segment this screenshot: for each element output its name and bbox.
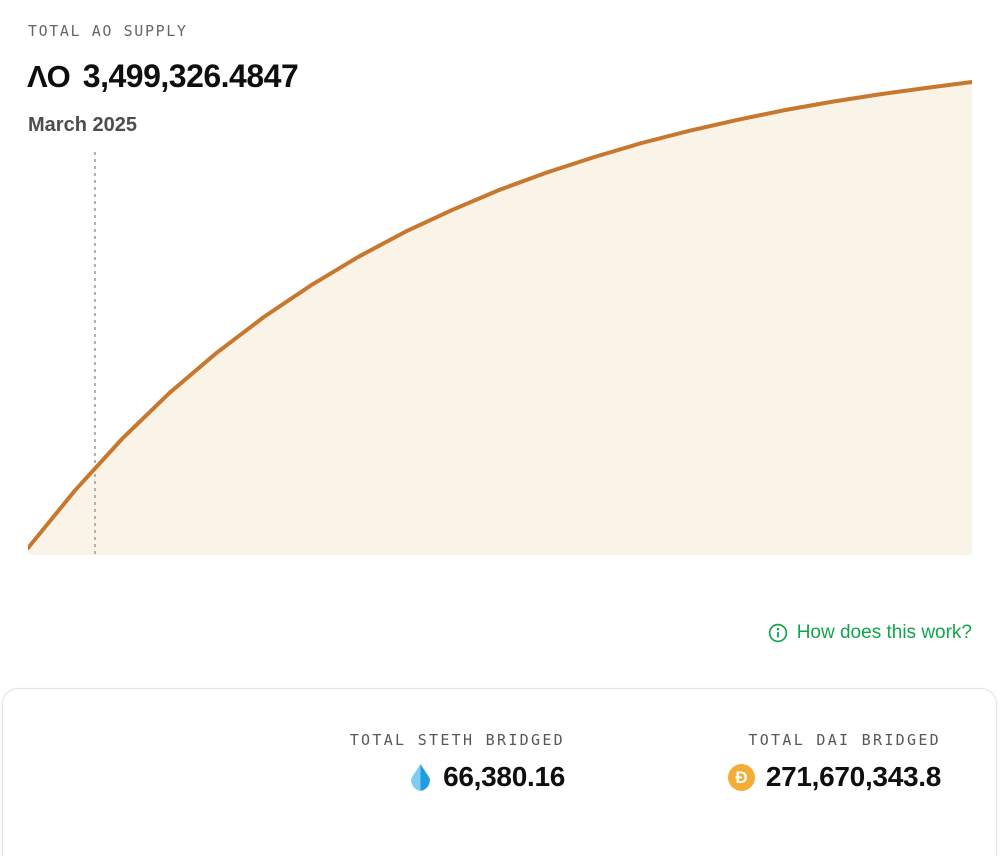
total-supply-label: TOTAL AO SUPPLY xyxy=(28,22,188,40)
total-supply-value-row: ΛO 3,499,326.4847 xyxy=(27,58,299,95)
info-icon xyxy=(768,623,787,643)
steth-bridged-stat: TOTAL STETH BRIDGED 66,380.16 xyxy=(349,731,566,793)
supply-chart[interactable] xyxy=(28,75,972,555)
dai-bridged-value: 271,670,343.8 xyxy=(765,761,941,792)
ao-logo: ΛO xyxy=(27,58,71,94)
chart-date-label: March 2025 xyxy=(28,114,137,136)
how-link-label: How does this work? xyxy=(796,622,972,643)
supply-curve-svg xyxy=(28,80,972,555)
dai-bridged-label: TOTAL DAI BRIDGED xyxy=(748,731,941,749)
steth-bridged-label: TOTAL STETH BRIDGED xyxy=(349,731,565,749)
dai-bridged-value-row: Đ 271,670,343.8 xyxy=(727,761,941,793)
steth-bridged-value-row: 66,380.16 xyxy=(409,761,565,793)
total-supply-value: 3,499,326.4847 xyxy=(82,58,299,94)
bridge-stats-card: TOTAL STETH BRIDGED 66,380.16 TOTAL DAI … xyxy=(2,688,997,856)
dai-coin-icon: Đ xyxy=(727,763,755,791)
dai-bridged-stat: TOTAL DAI BRIDGED Đ 271,670,343.8 xyxy=(727,731,941,793)
steth-droplet-icon xyxy=(411,763,430,791)
how-does-this-work-link[interactable]: How does this work? xyxy=(768,622,972,644)
steth-bridged-value: 66,380.16 xyxy=(443,761,565,792)
